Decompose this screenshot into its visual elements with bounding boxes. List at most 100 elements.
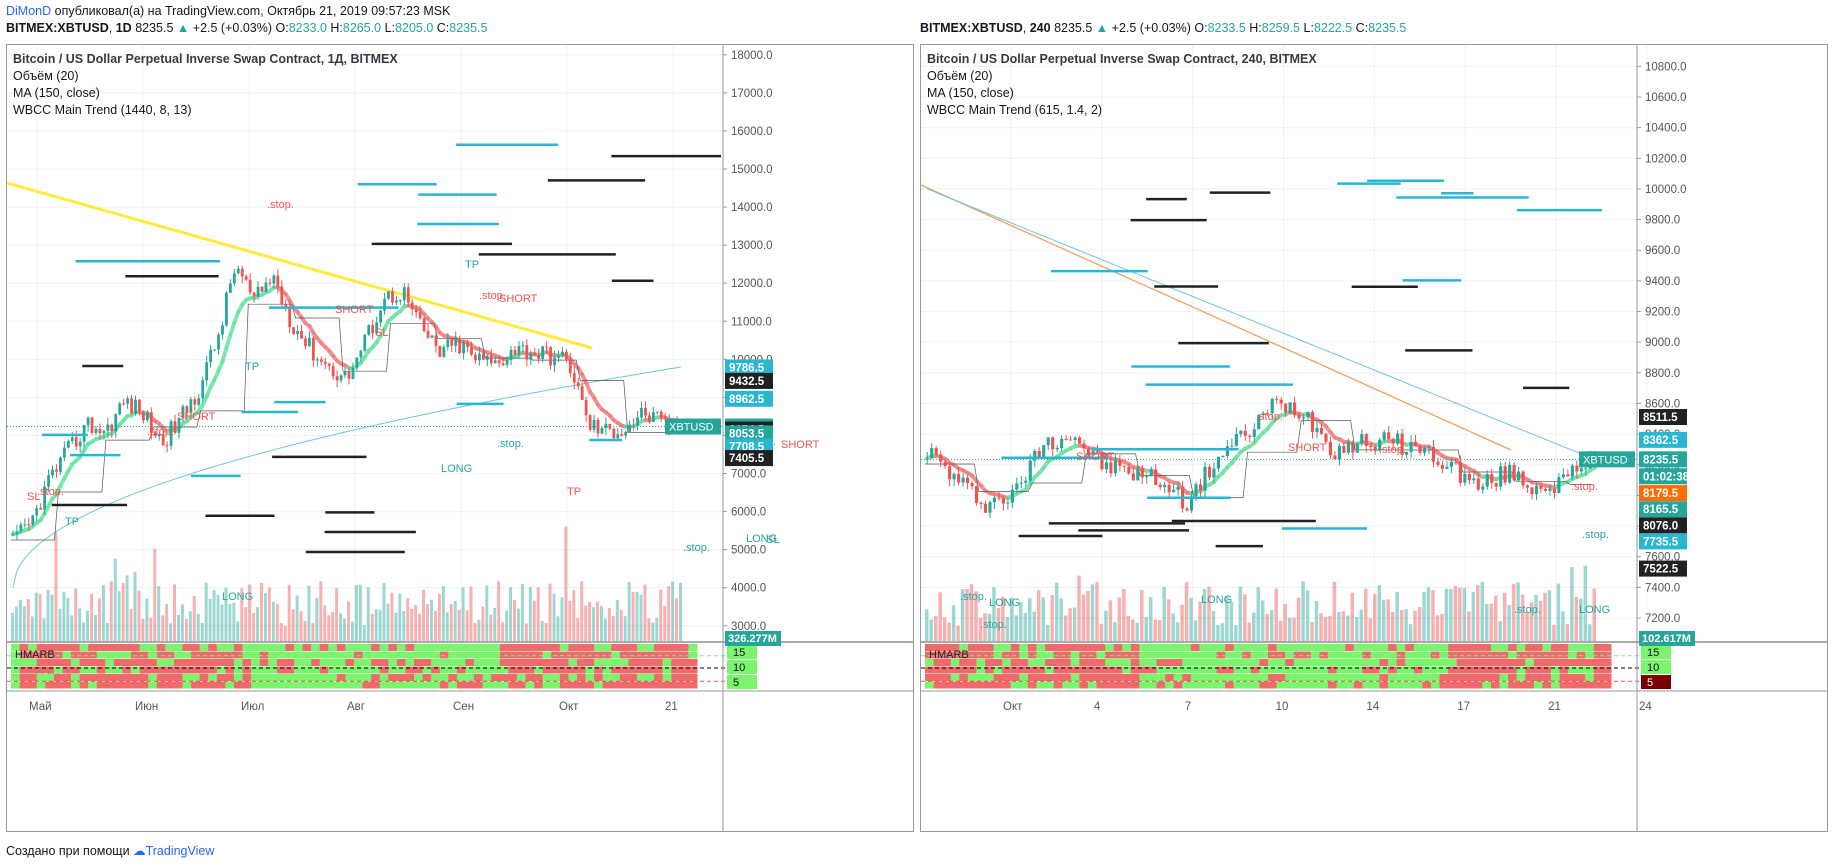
hmarb-cell: [1473, 674, 1483, 681]
candle-body: [659, 411, 663, 418]
volume-bar: [204, 582, 208, 641]
volume-bar: [14, 606, 18, 641]
candle-body: [232, 273, 236, 284]
hmarb-cell: [1139, 666, 1149, 674]
hmarb-cell: [1422, 674, 1432, 681]
hmarb-cell: [499, 659, 509, 666]
volume-bar: [161, 615, 165, 641]
hmarb-cell: [28, 659, 38, 666]
daily-chart-svg[interactable]: SL.stop.TPLONGSHORT.stop.TPLONG.stop.SHO…: [7, 45, 913, 831]
volume-bar: [1135, 622, 1140, 641]
hmarb-cell: [474, 659, 484, 666]
volume-bar: [1386, 599, 1390, 641]
volume-bar: [1310, 622, 1314, 641]
hmarb-cell: [1328, 666, 1338, 674]
volume-bar: [1171, 613, 1175, 641]
hmarb-cell: [336, 644, 346, 651]
volume-bar: [1010, 597, 1014, 641]
hmarb-cell: [371, 651, 381, 659]
daily-symbol[interactable]: BITMEX:XBTUSD: [6, 21, 109, 35]
hmarb-cell: [396, 651, 406, 659]
candle-body: [256, 286, 260, 297]
hmarb-cell: [276, 651, 286, 659]
hmarb-cell: [585, 644, 595, 651]
hmarb-cell: [1070, 681, 1080, 689]
candle-body: [565, 351, 568, 360]
volume-bar: [983, 613, 987, 641]
hmarb-cell: [611, 681, 621, 689]
hmarb-cell: [345, 674, 355, 681]
volume-bar: [1099, 623, 1104, 641]
hmarb-cell: [1242, 666, 1252, 674]
hmarb-cell: [1036, 659, 1046, 666]
hmarb-cell: [1010, 666, 1020, 674]
hmarb-cell: [105, 681, 115, 689]
hmarb-cell: [1448, 651, 1458, 659]
publisher-user-link[interactable]: DiMonD: [6, 4, 52, 18]
volume-bar: [592, 607, 596, 641]
hmarb-cell: [1336, 674, 1346, 681]
hmarb-cell: [1379, 651, 1389, 659]
tradingview-link[interactable]: TradingView: [145, 844, 215, 858]
hmarb-cell: [113, 674, 123, 681]
volume-bar: [145, 598, 149, 641]
hmarb-cell: [1139, 651, 1149, 659]
hmarb-cell: [414, 681, 424, 689]
hmarb-cell: [1259, 651, 1269, 659]
hmarb-cell: [456, 666, 466, 674]
volume-bar: [1458, 587, 1462, 641]
hmarb-cell: [568, 651, 578, 659]
hmarb-cell: [233, 681, 244, 689]
hmarb-cell: [662, 681, 672, 689]
hmarb-cell: [165, 659, 175, 666]
volume-bar: [137, 590, 141, 641]
hmarb-cell: [113, 659, 123, 666]
h4-symbol[interactable]: BITMEX:XBTUSD: [920, 21, 1023, 35]
hmarb-cell: [28, 644, 38, 651]
hmarb-cell: [1413, 659, 1423, 666]
hmarb-cell: [679, 644, 689, 651]
trend-band-segment: [220, 345, 229, 364]
hmarb-cell: [499, 644, 509, 651]
hmarb-cell: [1602, 659, 1612, 666]
hmarb-cell: [1465, 659, 1475, 666]
candle-body: [983, 503, 988, 513]
hmarb-cell: [1422, 681, 1432, 689]
hmarb-cell: [1422, 666, 1432, 674]
volume-bar: [596, 601, 599, 641]
symbol-tag-badge: [1579, 451, 1635, 468]
volume-bar: [1543, 592, 1547, 641]
hmarb-cell: [1593, 644, 1603, 651]
hmarb-cell: [679, 674, 689, 681]
hmarb-axis-badge: [1641, 660, 1671, 674]
hmarb-cell: [19, 681, 29, 689]
hmarb-cell: [448, 681, 458, 689]
hmarb-cell: [636, 681, 647, 689]
hmarb-cell: [474, 674, 484, 681]
volume-bar: [105, 622, 109, 641]
hmarb-cell: [156, 644, 166, 651]
hmarb-cell: [439, 674, 449, 681]
hmarb-cell: [1096, 666, 1106, 674]
candle-body: [1467, 473, 1471, 481]
tradingview-logo-icon[interactable]: ☁: [133, 844, 146, 858]
candle-body: [1445, 466, 1449, 469]
candle-body: [1275, 398, 1279, 400]
daily-chart-panel[interactable]: SL.stop.TPLONGSHORT.stop.TPLONG.stop.SHO…: [6, 44, 914, 832]
volume-bar: [188, 611, 192, 641]
daily-interval: 1D: [115, 21, 132, 35]
hmarb-cell: [1525, 644, 1535, 651]
candle-body: [644, 407, 647, 416]
hmarb-cell: [534, 644, 544, 651]
candle-body: [217, 334, 220, 350]
hmarb-cell: [1250, 666, 1260, 674]
h4-chart-panel[interactable]: .stop. LONG .stop. SHORT LONG .stop. SHORT .sto…: [920, 44, 1828, 832]
volume-bar: [627, 582, 631, 641]
candle-body: [620, 434, 624, 436]
hmarb-cell: [1302, 666, 1312, 674]
candle-body: [438, 345, 442, 357]
hmarb-cell: [268, 681, 278, 689]
hmarb-cell: [959, 644, 969, 651]
hmarb-cell: [1216, 644, 1226, 651]
